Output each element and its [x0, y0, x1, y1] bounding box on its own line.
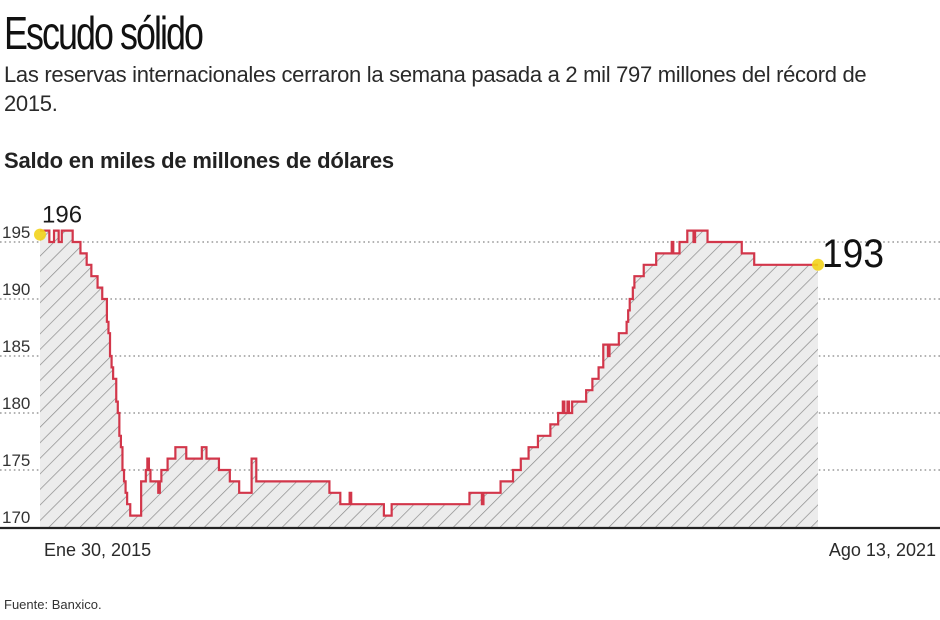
source-note: Fuente: Banxico.: [4, 597, 102, 612]
y-tick-label-170: 170: [2, 508, 30, 527]
y-tick-label-190: 190: [2, 280, 30, 299]
x-start-label: Ene 30, 2015: [44, 540, 152, 560]
x-end-label: Ago 13, 2021: [828, 540, 936, 560]
y-axis-title: Saldo en miles de millones de dólares: [4, 148, 394, 173]
y-axis-ticks: 170 175 180 185 190 195: [2, 223, 30, 527]
reserves-line: [40, 229, 818, 517]
chart-title: Escudo sólido: [4, 7, 204, 59]
y-tick-label-185: 185: [2, 337, 30, 356]
start-marker: [34, 228, 46, 241]
end-marker: [812, 258, 824, 271]
area-fill: [40, 230, 818, 527]
start-value-annotation: 196: [42, 202, 82, 229]
y-tick-label-180: 180: [2, 394, 30, 413]
y-tick-label-195: 195: [2, 223, 30, 242]
y-tick-label-175: 175: [2, 451, 30, 470]
end-value-annotation: 193: [822, 232, 884, 276]
chart-subtitle: Las reservas internacionales cerraron la…: [4, 62, 867, 116]
